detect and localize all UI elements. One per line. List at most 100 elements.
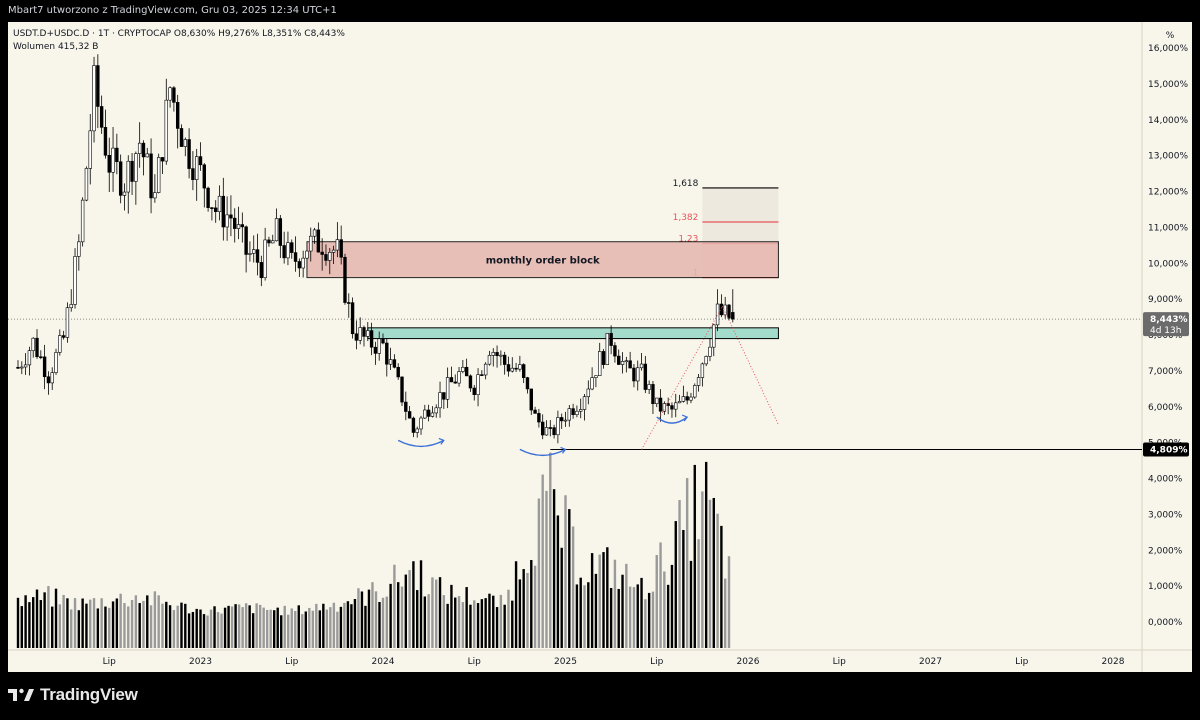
volume-bar bbox=[339, 606, 343, 648]
volume-bar bbox=[346, 601, 350, 648]
volume-bar bbox=[552, 489, 556, 648]
volume-bar bbox=[682, 530, 685, 648]
candle bbox=[685, 391, 689, 405]
candle bbox=[42, 344, 47, 390]
volume-bar bbox=[16, 597, 20, 648]
volume-bar bbox=[216, 612, 220, 648]
candle bbox=[727, 304, 731, 321]
projection-line-up bbox=[641, 306, 723, 450]
volume-bar bbox=[590, 553, 594, 648]
candle bbox=[160, 156, 165, 174]
volume-bar bbox=[476, 603, 480, 648]
candle bbox=[628, 351, 632, 369]
volume-bar bbox=[537, 498, 541, 648]
candle bbox=[210, 207, 214, 221]
candle bbox=[92, 56, 96, 143]
volume-bar bbox=[206, 615, 209, 648]
volume-bar bbox=[180, 602, 183, 648]
candle bbox=[731, 289, 735, 323]
candle bbox=[430, 406, 435, 418]
price-chart[interactable]: USDT.D+USDC.D · 1T · CRYPTOCAP O8,630% H… bbox=[8, 22, 1192, 672]
candle bbox=[73, 248, 77, 309]
candle bbox=[335, 222, 340, 258]
volume-bar bbox=[255, 603, 258, 648]
time-tick-label: Lip bbox=[468, 657, 482, 667]
volume-bar bbox=[311, 610, 315, 648]
volume-bar bbox=[389, 583, 392, 648]
candle bbox=[153, 174, 157, 203]
candle bbox=[191, 151, 195, 191]
volume-bar bbox=[92, 598, 96, 648]
volume-bar bbox=[115, 598, 119, 648]
volume-bar bbox=[322, 603, 325, 648]
candle bbox=[598, 342, 602, 376]
candle bbox=[651, 380, 655, 415]
volume-bar bbox=[636, 584, 639, 648]
volume-bar bbox=[184, 603, 187, 648]
volume-bar bbox=[104, 606, 107, 648]
candle bbox=[647, 380, 651, 395]
candle bbox=[693, 383, 697, 399]
volume-bar bbox=[100, 598, 103, 648]
candle bbox=[445, 367, 450, 409]
candle bbox=[362, 325, 366, 347]
volume-bar bbox=[123, 603, 126, 648]
volume-bar bbox=[503, 604, 506, 648]
bar-countdown: 4d 13h bbox=[1150, 326, 1181, 336]
candle bbox=[533, 406, 537, 414]
candle bbox=[206, 186, 210, 212]
volume-bar bbox=[666, 584, 670, 648]
tradingview-logo[interactable]: TradingView bbox=[8, 685, 138, 705]
candle bbox=[350, 297, 355, 339]
volume-bar bbox=[195, 608, 198, 648]
candle bbox=[149, 138, 153, 214]
volume-bar bbox=[469, 604, 472, 648]
volume-bar bbox=[332, 602, 336, 648]
fib-level-label: 1,382 bbox=[673, 213, 699, 223]
candle bbox=[301, 250, 305, 278]
candle bbox=[145, 147, 149, 158]
candle bbox=[392, 354, 397, 369]
time-tick-label: Lip bbox=[833, 657, 847, 667]
volume-bar bbox=[157, 595, 160, 648]
candle bbox=[115, 133, 119, 175]
candle bbox=[495, 345, 499, 368]
volume-bar bbox=[276, 607, 279, 648]
candle bbox=[499, 350, 503, 366]
volume-bar bbox=[73, 598, 77, 648]
volume-bar bbox=[655, 554, 658, 648]
volume-bar bbox=[172, 610, 176, 648]
candle bbox=[426, 404, 431, 422]
volume-bar bbox=[191, 611, 195, 648]
volume-bar bbox=[111, 601, 115, 648]
top-bar: Mbart7 utworzono z TradingView.com, Gru … bbox=[0, 0, 1200, 22]
price-tick-label: 2,000% bbox=[1148, 546, 1183, 556]
candle bbox=[407, 406, 412, 419]
volume-bar bbox=[670, 564, 674, 648]
candle bbox=[483, 362, 488, 380]
volume-bar bbox=[465, 587, 468, 648]
candle bbox=[696, 374, 701, 392]
monthly-order-block[interactable] bbox=[306, 241, 779, 279]
volume-bar bbox=[594, 573, 598, 648]
candle bbox=[404, 391, 408, 421]
volume-bar bbox=[484, 598, 487, 648]
candle bbox=[312, 227, 317, 244]
volume-bar bbox=[571, 526, 575, 648]
candle bbox=[518, 355, 522, 372]
candle bbox=[339, 225, 343, 265]
candle bbox=[559, 413, 564, 429]
candle bbox=[544, 420, 549, 436]
candle bbox=[377, 331, 381, 361]
volume-bar bbox=[213, 606, 216, 648]
retest-zone[interactable] bbox=[367, 327, 779, 340]
candle bbox=[236, 206, 241, 240]
volume-bar bbox=[556, 515, 560, 648]
volume-bar bbox=[149, 605, 153, 648]
volume-bar bbox=[408, 570, 411, 648]
volume-bar bbox=[628, 586, 632, 648]
candle bbox=[278, 215, 283, 259]
volume-bar bbox=[308, 607, 311, 648]
arc-icon bbox=[656, 416, 688, 424]
volume-bar bbox=[248, 605, 251, 648]
